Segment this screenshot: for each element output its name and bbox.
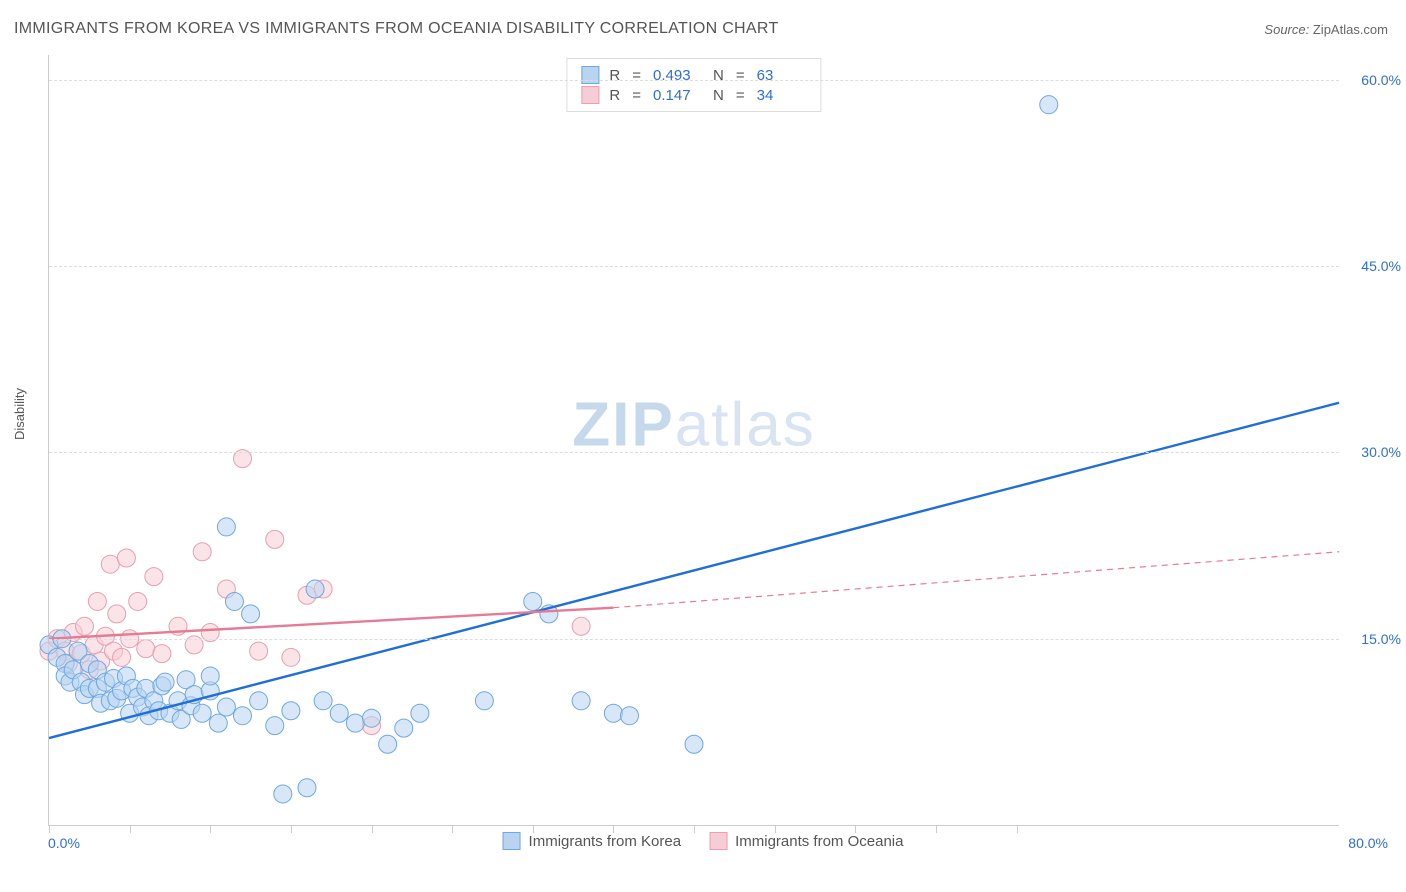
gridline xyxy=(49,80,1339,81)
data-point-blue xyxy=(298,779,316,797)
y-tick-label: 15.0% xyxy=(1361,631,1401,647)
data-point-blue xyxy=(282,702,300,720)
data-point-blue xyxy=(685,735,703,753)
plot-svg xyxy=(49,55,1339,825)
legend-label-blue: Immigrants from Korea xyxy=(529,833,682,850)
data-point-blue xyxy=(346,714,364,732)
data-point-blue xyxy=(411,704,429,722)
data-point-blue xyxy=(1040,96,1058,114)
data-point-pink xyxy=(88,592,106,610)
data-point-blue xyxy=(330,704,348,722)
data-point-pink xyxy=(572,617,590,635)
x-tick xyxy=(1017,825,1018,833)
data-point-blue xyxy=(217,698,235,716)
data-point-pink xyxy=(145,568,163,586)
source-name: ZipAtlas.com xyxy=(1313,22,1388,37)
data-point-blue xyxy=(314,692,332,710)
gridline xyxy=(49,266,1339,267)
x-tick xyxy=(291,825,292,833)
y-tick-label: 45.0% xyxy=(1361,258,1401,274)
data-point-pink xyxy=(101,555,119,573)
data-point-blue xyxy=(234,707,252,725)
gridline xyxy=(49,639,1339,640)
data-point-blue xyxy=(475,692,493,710)
data-point-blue xyxy=(225,592,243,610)
data-point-blue xyxy=(572,692,590,710)
plot-area: ZIPatlas R= 0.493 N= 63 R= 0.147 N= 34 1… xyxy=(48,55,1339,826)
data-point-blue xyxy=(156,673,174,691)
data-point-blue xyxy=(266,717,284,735)
source-label: Source: xyxy=(1264,22,1309,37)
data-point-pink xyxy=(75,617,93,635)
data-point-blue xyxy=(242,605,260,623)
x-tick xyxy=(372,825,373,833)
data-point-blue xyxy=(621,707,639,725)
data-point-blue xyxy=(395,719,413,737)
data-point-pink xyxy=(117,549,135,567)
x-axis-max-label: 80.0% xyxy=(1348,835,1388,851)
y-axis-title: Disability xyxy=(12,388,27,440)
data-point-blue xyxy=(209,714,227,732)
x-tick xyxy=(130,825,131,833)
data-point-pink xyxy=(129,592,147,610)
x-tick xyxy=(936,825,937,833)
legend-item-blue: Immigrants from Korea xyxy=(503,832,682,850)
legend-label-pink: Immigrants from Oceania xyxy=(735,833,903,850)
data-point-pink xyxy=(193,543,211,561)
data-point-blue xyxy=(250,692,268,710)
data-point-blue xyxy=(274,785,292,803)
swatch-blue xyxy=(503,832,521,850)
x-tick xyxy=(452,825,453,833)
data-point-blue xyxy=(306,580,324,598)
data-point-blue xyxy=(379,735,397,753)
data-point-blue xyxy=(524,592,542,610)
data-point-pink xyxy=(153,645,171,663)
data-point-pink xyxy=(266,530,284,548)
data-point-pink xyxy=(108,605,126,623)
x-axis-min-label: 0.0% xyxy=(48,835,80,851)
data-point-blue xyxy=(363,709,381,727)
data-point-blue xyxy=(217,518,235,536)
y-tick-label: 30.0% xyxy=(1361,444,1401,460)
trend-line xyxy=(613,552,1339,608)
data-point-blue xyxy=(193,704,211,722)
source-credit: Source: ZipAtlas.com xyxy=(1264,22,1388,37)
data-point-pink xyxy=(250,642,268,660)
trend-line xyxy=(49,608,613,639)
data-point-pink xyxy=(137,640,155,658)
y-tick-label: 60.0% xyxy=(1361,72,1401,88)
data-point-pink xyxy=(282,648,300,666)
x-tick xyxy=(210,825,211,833)
data-point-pink xyxy=(113,648,131,666)
chart-title: IMMIGRANTS FROM KOREA VS IMMIGRANTS FROM… xyxy=(14,20,779,38)
gridline xyxy=(49,452,1339,453)
x-tick xyxy=(49,825,50,833)
swatch-pink xyxy=(709,832,727,850)
legend-item-pink: Immigrants from Oceania xyxy=(709,832,903,850)
data-point-blue xyxy=(201,667,219,685)
data-point-blue xyxy=(604,704,622,722)
series-legend: Immigrants from Korea Immigrants from Oc… xyxy=(503,832,904,850)
